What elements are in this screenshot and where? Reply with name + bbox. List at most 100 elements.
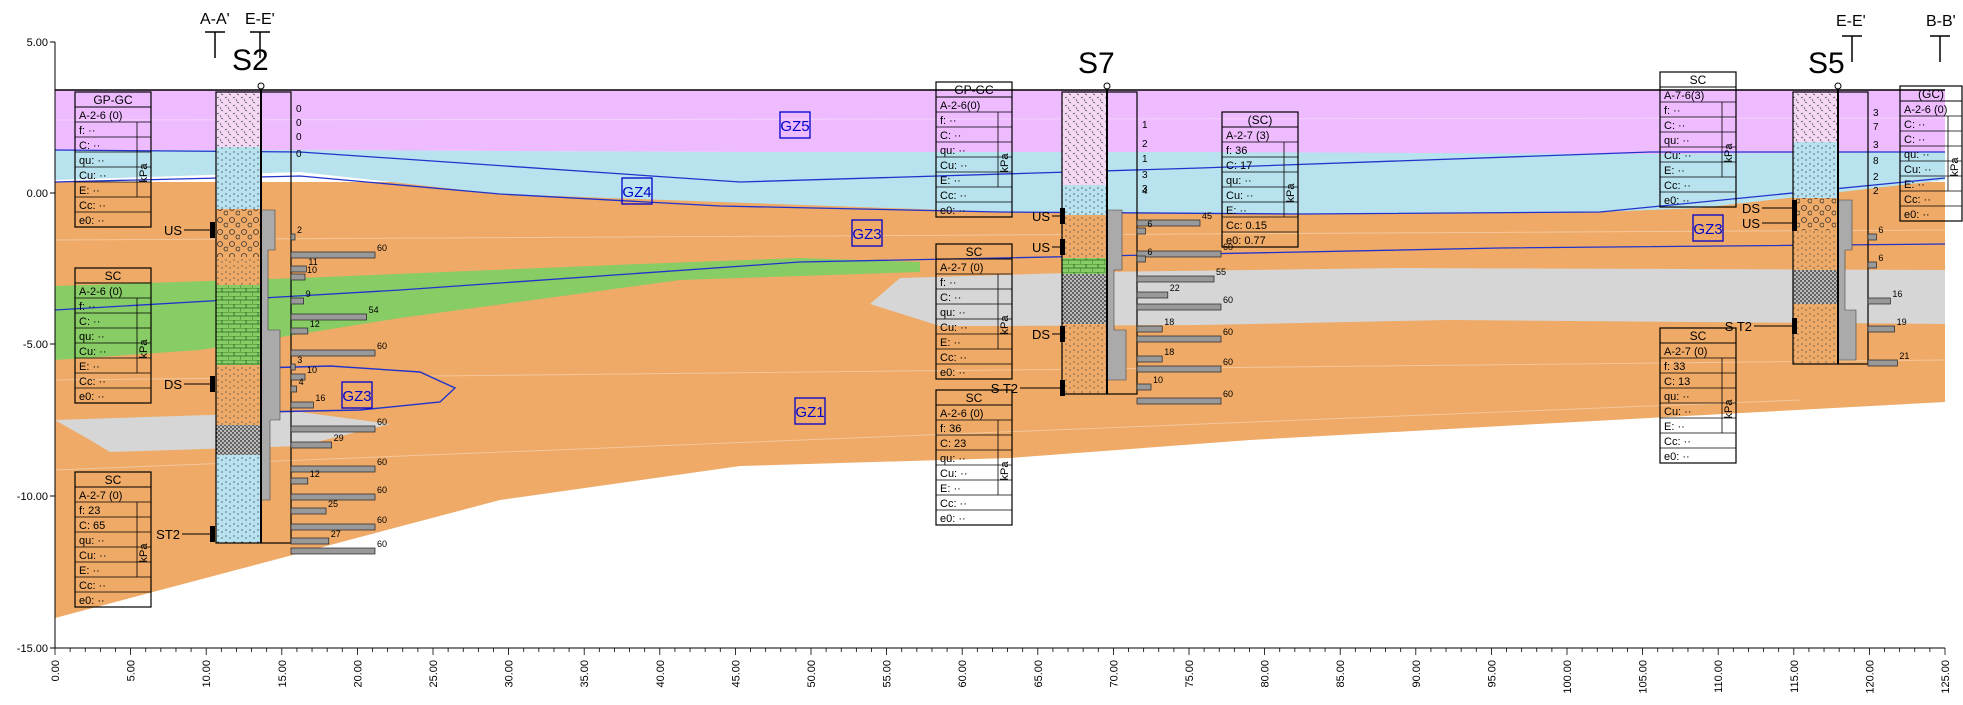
soil-box-row: qu: ··	[79, 155, 105, 167]
unit-kpa: kPa	[1949, 157, 1961, 177]
spt-bar	[290, 327, 309, 335]
zone-label-box	[621, 177, 653, 205]
spt-top-value: 0	[296, 149, 302, 160]
soil-box-row: Cu: ··	[1664, 406, 1692, 418]
soil-box-row: e0: ··	[940, 367, 966, 379]
soil-box-row: Cu: ··	[940, 322, 968, 334]
spt-value: 16	[315, 393, 325, 403]
soil-box-row: A-2-7 (3)	[1226, 130, 1269, 142]
x-tick-label: 5.00	[126, 660, 138, 681]
zone-label-box	[341, 381, 373, 409]
soil-box-title: GP-GC	[954, 83, 994, 97]
sample-label: US	[1742, 216, 1760, 231]
borehole-title-s2: S2	[232, 44, 269, 77]
x-tick-label: 95.00	[1486, 660, 1498, 688]
soil-box-row: f: 33	[1664, 361, 1685, 373]
soil-box-row: qu: ··	[1664, 135, 1690, 147]
soil-box-title: SC	[105, 269, 122, 283]
unit-kpa: kPa	[999, 315, 1011, 335]
spt-top-value: 3	[1142, 170, 1148, 181]
zone-label-box	[1692, 214, 1724, 242]
soil-box: SC A-2-7 (0) f: 23 C: 65 qu: ·· Cu: ·· E: ·· Cc…	[74, 471, 152, 608]
borehole-title-s5: S5	[1808, 47, 1845, 80]
sample-label: DS	[1742, 201, 1760, 216]
sample-label: ST2	[156, 527, 180, 542]
spt-top-value: 1	[1142, 120, 1148, 131]
x-tick-label: 115.00	[1789, 660, 1801, 693]
spt-value: 60	[1223, 327, 1233, 337]
soil-box-row: f: 23	[79, 505, 100, 517]
spt-bar	[290, 441, 332, 449]
spt-value: 27	[331, 529, 341, 539]
soil-box-title: SC	[966, 245, 983, 259]
x-tick-label: 15.00	[277, 660, 289, 688]
soil-box-row: E: ··	[940, 175, 961, 187]
soil-box-row: A-7-6(3)	[1664, 90, 1704, 102]
spt-top-value: 2	[1142, 139, 1148, 150]
spt-value: 6	[1147, 247, 1152, 257]
x-tick-label: 85.00	[1335, 660, 1347, 688]
soil-box-row: C: ··	[79, 140, 100, 152]
soil-box: SC A-2-6 (0) f: 36 C: 23 qu: ·· Cu: ·· E: ·· Cc…	[935, 389, 1013, 526]
soil-box-row: e0: ··	[1664, 195, 1690, 207]
spt-value: 11	[308, 257, 317, 267]
soil-box-row: e0: ··	[79, 595, 105, 607]
zone-label: GZ4	[622, 184, 651, 201]
spt-value: 21	[1899, 351, 1909, 361]
spt-bar	[290, 297, 304, 305]
spt-bar	[290, 425, 376, 433]
spt-bar	[290, 251, 376, 259]
soil-box-row: Cu: ··	[1904, 164, 1932, 176]
spt-bar	[1136, 227, 1146, 235]
spt-bar	[1867, 325, 1895, 333]
x-tick-label: 105.00	[1638, 660, 1650, 694]
zone-gz4-fill	[55, 150, 1945, 214]
spt-top-value: 4	[1142, 186, 1148, 197]
spt-value: 60	[377, 417, 387, 427]
soil-box-row: Cc: ··	[79, 580, 106, 592]
x-tick-label: 50.00	[806, 660, 818, 688]
x-tick-label: 70.00	[1108, 660, 1120, 688]
x-tick-label: 60.00	[957, 660, 969, 688]
spt-bar	[290, 373, 306, 381]
soil-box: GP-GC A-2-6(0) f: ·· C: ·· qu: ·· Cu: ·· E: ··…	[935, 81, 1013, 218]
sample-label: S T2	[991, 381, 1018, 396]
soil-box-row: qu: ··	[1904, 149, 1930, 161]
spt-value: 16	[1892, 289, 1902, 299]
soil-box-row: C: ··	[1904, 119, 1925, 131]
spt-bar	[1867, 233, 1877, 241]
spt-bar	[1136, 219, 1201, 227]
unit-kpa: kPa	[999, 461, 1011, 481]
spt-value: 6	[1878, 225, 1883, 235]
spt-value: 6	[1147, 219, 1152, 229]
x-tick-label: 55.00	[882, 660, 894, 688]
unit-kpa: kPa	[999, 153, 1011, 173]
spt-top-value: 3	[1142, 184, 1148, 195]
spt-top-value: 0	[296, 104, 302, 115]
soil-box-title: SC	[1690, 73, 1707, 87]
x-tick-label: 30.00	[504, 660, 516, 688]
borehole-s7	[1061, 82, 1138, 395]
zone-label: GZ5	[780, 118, 809, 135]
spt-value: 12	[310, 469, 320, 479]
spt-bar	[290, 385, 297, 393]
spt-bar	[1136, 325, 1163, 333]
spt-bar	[290, 401, 314, 409]
spt-top-value: 7	[1873, 122, 1879, 133]
borehole-s5	[1792, 82, 1869, 365]
spt-bar	[290, 363, 296, 371]
soil-box-row: qu: ··	[79, 535, 105, 547]
soil-box-row: f: 36	[1226, 145, 1247, 157]
section-mark-b: B-B'	[1926, 13, 1956, 30]
soil-box-row: E: ··	[79, 185, 100, 197]
soil-box-row: A-2-7 (0)	[79, 490, 122, 502]
section-mark-e2: E-E'	[1836, 13, 1866, 30]
soil-box-row: e0: ··	[940, 205, 966, 217]
section-mark-e1: E-E'	[245, 11, 275, 28]
soil-box-row: A-2-6 (0)	[79, 286, 122, 298]
soil-box-row: f: ··	[79, 125, 96, 137]
borehole-title-s7: S7	[1078, 47, 1115, 80]
soil-box-title: SC	[1690, 329, 1707, 343]
unit-kpa: kPa	[1723, 399, 1735, 419]
